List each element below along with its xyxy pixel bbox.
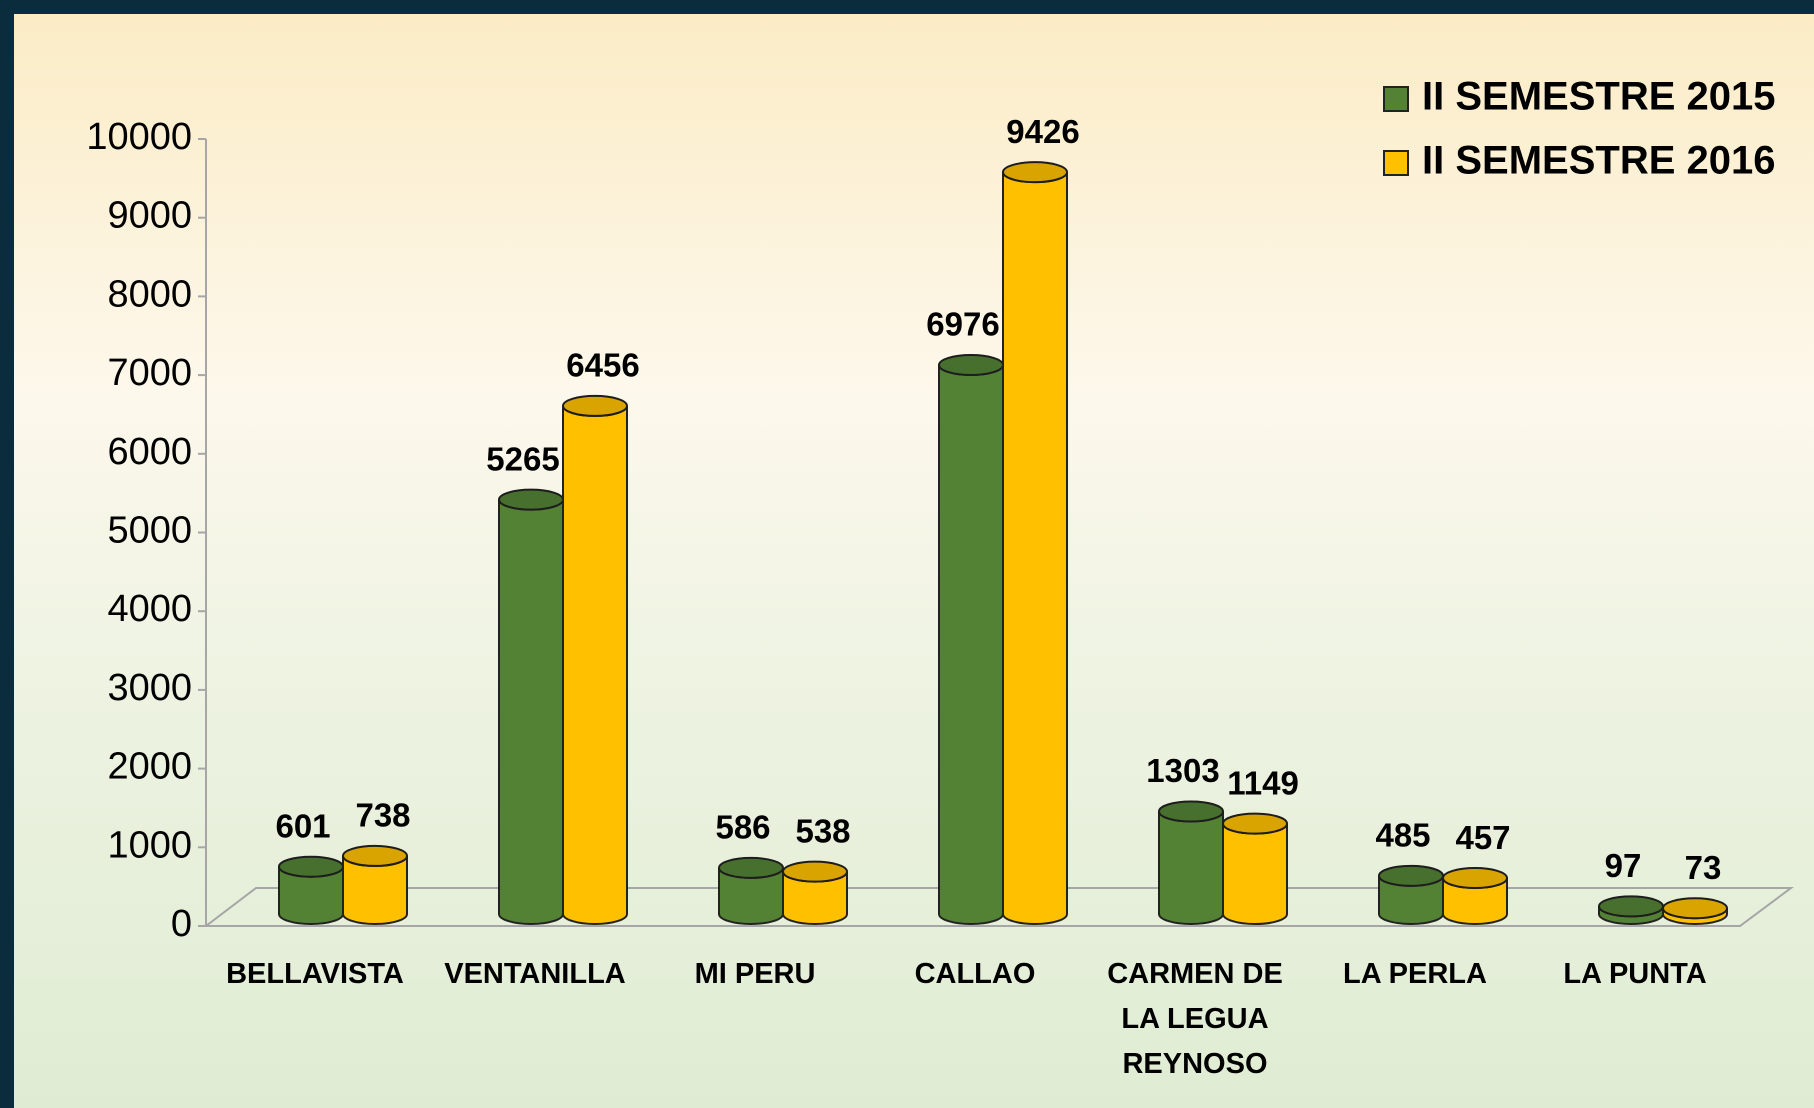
data-label: 9426 bbox=[1006, 113, 1079, 150]
bar bbox=[1158, 811, 1224, 925]
data-label: 97 bbox=[1605, 847, 1642, 884]
bar-top bbox=[498, 488, 564, 511]
x-tick-label: BELLAVISTA bbox=[226, 958, 404, 990]
data-label: 601 bbox=[275, 807, 330, 844]
data-label: 457 bbox=[1455, 819, 1510, 856]
bar-top bbox=[938, 353, 1004, 376]
data-label: 5265 bbox=[486, 440, 559, 477]
bar-top bbox=[718, 856, 784, 879]
bar-top bbox=[278, 855, 344, 878]
x-tick-label: CALLAO bbox=[914, 958, 1036, 990]
y-tick-label: 8000 bbox=[107, 273, 192, 315]
bar-top bbox=[1002, 161, 1068, 184]
bar-top bbox=[1158, 800, 1224, 823]
y-tick-label: 0 bbox=[171, 903, 192, 945]
y-tick-label: 9000 bbox=[107, 195, 192, 237]
legend-label: II SEMESTRE 2016 bbox=[1422, 139, 1775, 183]
y-tick-label: 2000 bbox=[107, 746, 192, 788]
y-tick-label: 6000 bbox=[107, 431, 192, 473]
data-label: 1149 bbox=[1227, 764, 1299, 801]
legend-swatch bbox=[1383, 86, 1409, 112]
bar-top bbox=[342, 844, 408, 867]
y-tick-label: 7000 bbox=[107, 352, 192, 394]
bar bbox=[498, 499, 564, 925]
x-tick-label: LA PUNTA bbox=[1563, 958, 1707, 990]
y-tick-label: 5000 bbox=[107, 510, 192, 552]
bar bbox=[938, 364, 1004, 925]
data-label: 6976 bbox=[926, 306, 999, 343]
legend-swatch bbox=[1383, 150, 1409, 176]
bar-top bbox=[1598, 895, 1664, 918]
data-label: 73 bbox=[1685, 849, 1722, 886]
y-tick-label: 1000 bbox=[107, 824, 192, 866]
y-tick-label: 10000 bbox=[86, 116, 192, 158]
data-label: 738 bbox=[355, 797, 410, 834]
data-label: 586 bbox=[715, 809, 770, 846]
bar bbox=[562, 405, 628, 925]
legend-label: II SEMESTRE 2015 bbox=[1422, 75, 1775, 119]
bar bbox=[1002, 171, 1068, 925]
data-label: 538 bbox=[795, 812, 850, 849]
floor bbox=[203, 887, 1795, 927]
data-label: 485 bbox=[1375, 817, 1430, 854]
bar-top bbox=[1378, 864, 1444, 887]
x-tick-label: LA PERLA bbox=[1343, 958, 1487, 990]
bar-top bbox=[782, 860, 848, 883]
y-tick-label: 3000 bbox=[107, 667, 192, 709]
data-label: 1303 bbox=[1146, 752, 1219, 789]
x-tick-label: CARMEN DE LA LEGUA REYNOSO bbox=[1107, 958, 1283, 1080]
x-tick-label: VENTANILLA bbox=[444, 958, 626, 990]
y-tick-label: 4000 bbox=[107, 588, 192, 630]
bar-top bbox=[562, 394, 628, 417]
bar-top bbox=[1442, 867, 1508, 890]
data-label: 6456 bbox=[566, 347, 639, 384]
x-tick-label: MI PERU bbox=[694, 958, 816, 990]
bar-top bbox=[1662, 897, 1728, 920]
bar bbox=[1222, 823, 1288, 925]
bar-top bbox=[1222, 812, 1288, 835]
